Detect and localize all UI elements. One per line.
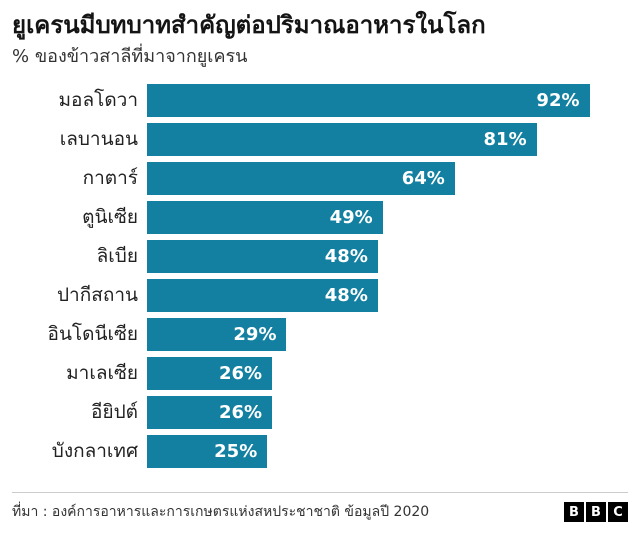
- footer: ที่มา : องค์การอาหารและการเกษตรแห่งสหประ…: [12, 492, 628, 533]
- bar-track: 25%: [147, 434, 628, 468]
- bar: 26%: [147, 356, 273, 390]
- bar-track: 48%: [147, 278, 628, 312]
- bar-track: 29%: [147, 317, 628, 351]
- category-label: อินโดนีเซีย: [47, 323, 138, 346]
- page-title: ยูเครนมีบทบาทสำคัญต่อปริมาณอาหารในโลก: [12, 11, 486, 39]
- value-label: 26%: [218, 362, 263, 384]
- source-text: ที่มา : องค์การอาหารและการเกษตรแห่งสหประ…: [12, 504, 430, 520]
- bar: 29%: [147, 317, 287, 351]
- bbc-logo-block: C: [608, 502, 628, 522]
- value-label: 48%: [324, 284, 368, 306]
- bar-chart: มอลโดวา 92% เลบานอน 81% กาตาร์ 64% ตูนิเซีย 49%…: [12, 83, 628, 488]
- bar-row: มาเลเซีย 26%: [12, 356, 628, 390]
- bar-row: ลิเบีย 48%: [12, 239, 628, 273]
- bar: 48%: [147, 278, 378, 312]
- value-label: 81%: [483, 128, 527, 150]
- bar-row: ตูนิเซีย 49%: [12, 200, 628, 234]
- value-label: 25%: [214, 440, 258, 462]
- category-label: ลิเบีย: [96, 245, 138, 268]
- bar-track: 92%: [147, 83, 628, 117]
- bar-track: 48%: [147, 239, 628, 273]
- value-label: 92%: [536, 89, 580, 111]
- value-label: 48%: [324, 245, 368, 267]
- bar: 26%: [147, 395, 273, 429]
- bar-row: บังกลาเทศ 25%: [12, 434, 628, 468]
- bar-row: กาตาร์ 64%: [12, 161, 628, 195]
- bbc-logo-block: B: [586, 502, 606, 522]
- bar: 64%: [147, 161, 455, 195]
- value-label: 49%: [329, 206, 373, 228]
- category-label: ปากีสถาน: [57, 284, 138, 307]
- bar-track: 26%: [147, 395, 628, 429]
- value-label: 26%: [218, 401, 263, 423]
- value-label: 29%: [233, 323, 277, 345]
- bar: 49%: [147, 200, 383, 234]
- bar-row: อินโดนีเซีย 29%: [12, 317, 628, 351]
- bar-row: มอลโดวา 92%: [12, 83, 628, 117]
- category-label: มอลโดวา: [58, 89, 138, 112]
- bbc-logo-block: B: [564, 502, 584, 522]
- category-label: มาเลเซีย: [66, 362, 138, 385]
- bar: 48%: [147, 239, 378, 273]
- bar-track: 26%: [147, 356, 628, 390]
- bar-track: 81%: [147, 122, 628, 156]
- page-subtitle: % ของข้าวสาลีที่มาจากยูเครน: [12, 46, 248, 67]
- category-label: ตูนิเซีย: [82, 206, 138, 229]
- bar-track: 49%: [147, 200, 628, 234]
- bar: 92%: [147, 83, 590, 117]
- bar: 81%: [147, 122, 537, 156]
- bar-row: อียิปต์ 26%: [12, 395, 628, 429]
- value-label: 64%: [401, 167, 445, 189]
- bar: 25%: [147, 434, 268, 468]
- bar-row: เลบานอน 81%: [12, 122, 628, 156]
- category-label: กาตาร์: [82, 167, 138, 190]
- category-label: อียิปต์: [91, 401, 138, 424]
- bar-row: ปากีสถาน 48%: [12, 278, 628, 312]
- category-label: เลบานอน: [59, 128, 138, 151]
- bar-track: 64%: [147, 161, 628, 195]
- category-label: บังกลาเทศ: [51, 440, 138, 463]
